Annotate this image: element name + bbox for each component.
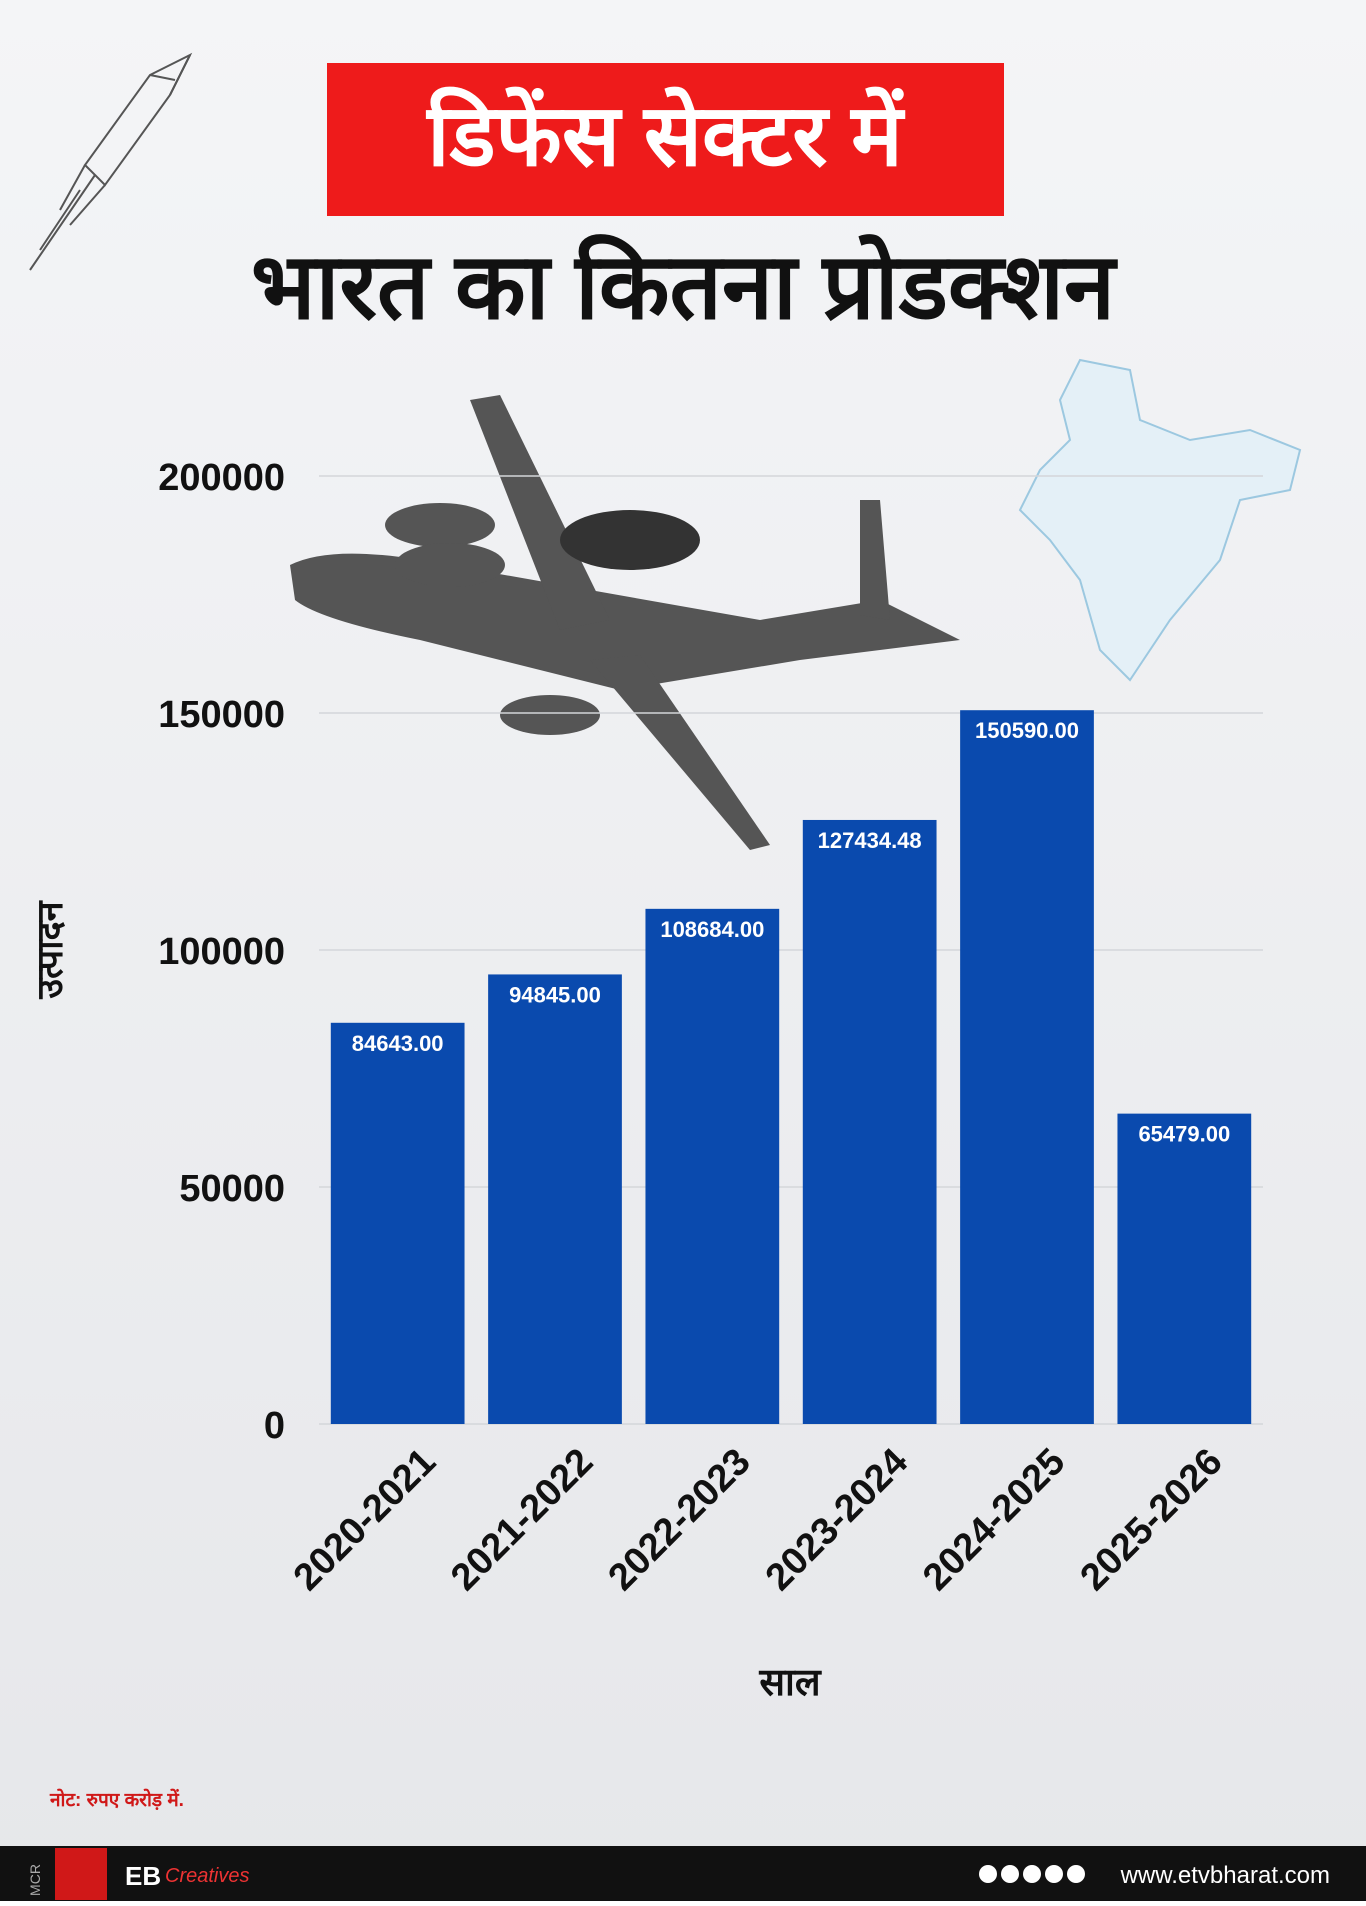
subtitle: भारत का कितना प्रोडक्शन <box>251 234 1118 338</box>
bar <box>488 974 622 1424</box>
etv-logo <box>55 1848 107 1900</box>
footer-bar <box>0 1846 1366 1901</box>
title-box <box>327 63 1004 216</box>
y-axis-label: उत्पादन <box>29 899 70 999</box>
rocket-sketch <box>29 52 193 271</box>
y-tick-label: 50000 <box>179 1168 285 1210</box>
footer-brand: EB <box>125 1861 161 1891</box>
note: नोट: रुपए करोड़ में. <box>49 1788 184 1811</box>
airplane <box>290 395 960 850</box>
bar <box>645 908 780 1424</box>
bar <box>1117 1113 1252 1424</box>
social-icons <box>979 1865 1085 1883</box>
y-tick-label: 150000 <box>158 694 285 736</box>
footer-url: www.etvbharat.com <box>1120 1862 1330 1889</box>
title: डिफेंस सेक्टर में <box>425 86 905 184</box>
india-map <box>1018 358 1302 682</box>
value-label: 127434.48 <box>818 828 922 853</box>
y-tick-label: 100000 <box>158 931 285 973</box>
value-label: 150590.00 <box>975 718 1079 743</box>
y-tick-label: 200000 <box>158 457 285 499</box>
footer-brand-sub: Creatives <box>165 1865 249 1887</box>
footer-mcr: MCR <box>27 1864 43 1896</box>
value-label: 108684.00 <box>660 917 764 942</box>
value-label: 65479.00 <box>1138 1122 1230 1147</box>
bar <box>960 710 1094 1424</box>
y-tick-label: 0 <box>264 1405 285 1447</box>
value-label: 84643.00 <box>352 1031 444 1056</box>
value-label: 94845.00 <box>509 982 601 1007</box>
bar <box>802 819 937 1424</box>
bar <box>330 1022 465 1424</box>
x-axis-label: साल <box>758 1662 822 1704</box>
